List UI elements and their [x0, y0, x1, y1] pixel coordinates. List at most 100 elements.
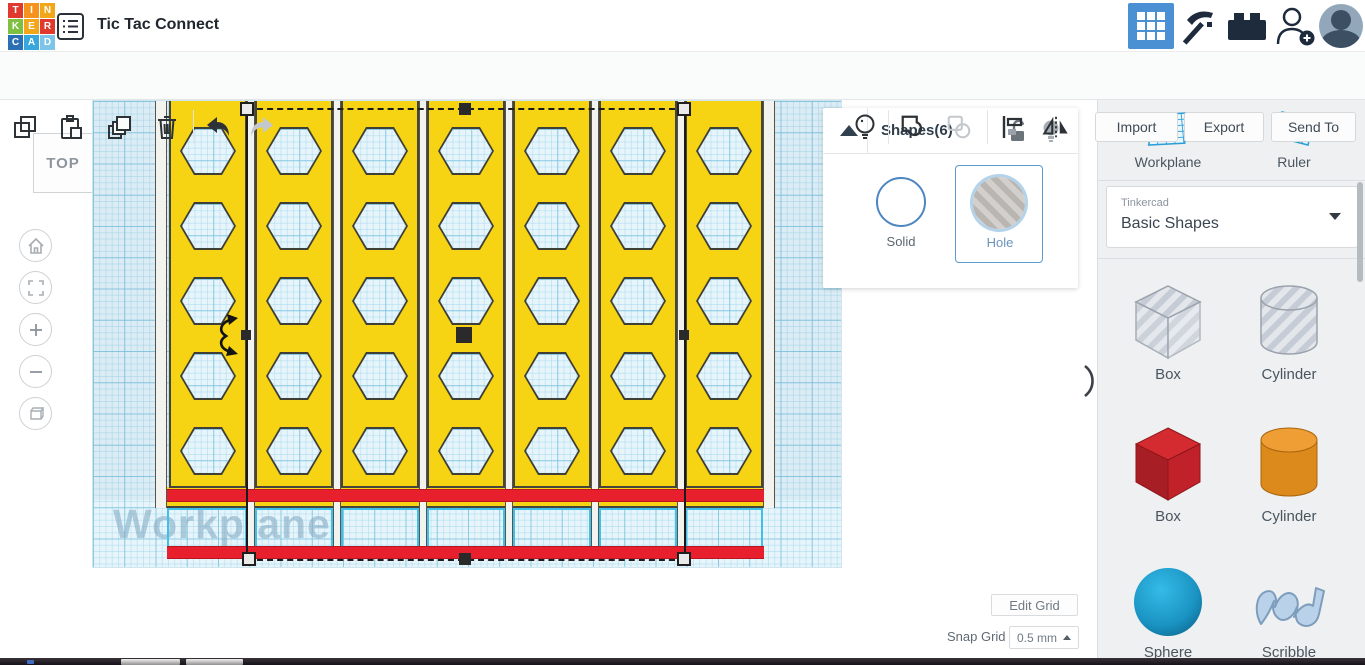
hexagon-hole: [524, 427, 580, 475]
hexagon-hole: [266, 202, 322, 250]
edge-scale-handle[interactable]: [241, 330, 251, 340]
zoom-in-icon[interactable]: [19, 313, 52, 346]
hexagon-hole: [610, 202, 666, 250]
library-name: Basic Shapes: [1121, 215, 1219, 232]
logo-tile: R: [40, 19, 55, 34]
home-view-icon[interactable]: [19, 229, 52, 262]
mirror-icon[interactable]: [1042, 113, 1070, 141]
shape-label: Box: [1155, 508, 1181, 525]
hexagon-hole: [696, 202, 752, 250]
shape-sphere[interactable]: Sphere: [1108, 562, 1228, 661]
viewcube-top[interactable]: TOP: [33, 133, 93, 193]
shape-box-transparent[interactable]: Box: [1108, 280, 1228, 383]
show-all-icon[interactable]: [851, 113, 879, 141]
edge-scale-handle[interactable]: [679, 330, 689, 340]
shape-cylinder-transparent[interactable]: Cylinder: [1229, 280, 1349, 383]
model-divider-strip: [419, 101, 427, 546]
export-button[interactable]: Export: [1184, 112, 1264, 142]
group-icon[interactable]: [899, 113, 927, 141]
rotate-handle-icon[interactable]: [211, 313, 239, 357]
tinkercad-logo[interactable]: T I N K E R C A D: [8, 3, 55, 50]
redo-icon[interactable]: [248, 113, 276, 141]
logo-tile: N: [40, 3, 55, 18]
scale-handle[interactable]: [240, 102, 254, 116]
delete-icon[interactable]: [153, 113, 181, 141]
shape-scribble[interactable]: Scribble: [1229, 562, 1349, 661]
panel-separator: [867, 108, 868, 154]
paste-icon[interactable]: [57, 113, 85, 141]
avatar[interactable]: [1319, 4, 1363, 48]
logo-tile: T: [8, 3, 23, 18]
model-yellow-column: [169, 101, 247, 488]
hexagon-hole: [524, 277, 580, 325]
minecraft-pickaxe-icon[interactable]: [1176, 3, 1222, 49]
hexagon-hole: [352, 277, 408, 325]
add-person-icon[interactable]: [1272, 3, 1318, 49]
edit-grid-button[interactable]: Edit Grid: [991, 594, 1078, 616]
shape-box-red[interactable]: Box: [1108, 422, 1228, 525]
hexagon-hole: [610, 352, 666, 400]
caret-down-icon: [1329, 213, 1341, 220]
hexagon-hole: [610, 277, 666, 325]
solid-mode-button[interactable]: [876, 177, 926, 227]
hexagon-hole: [610, 127, 666, 175]
hexagon-hole: [266, 427, 322, 475]
center-handle[interactable]: [456, 327, 472, 343]
duplicate-icon[interactable]: [106, 113, 134, 141]
shape-cylinder-orange[interactable]: Cylinder: [1229, 422, 1349, 525]
send-to-button[interactable]: Send To: [1271, 112, 1356, 142]
shape-label: Sphere: [1143, 644, 1193, 661]
hole-mode-button[interactable]: Hole: [955, 165, 1043, 263]
undo-icon[interactable]: [204, 113, 232, 141]
zoom-out-icon[interactable]: [19, 355, 52, 388]
fit-view-icon[interactable]: [19, 271, 52, 304]
scale-handle[interactable]: [242, 552, 256, 566]
align-icon[interactable]: [998, 113, 1026, 141]
scale-handle[interactable]: [677, 102, 691, 116]
edge-scale-handle[interactable]: [459, 103, 471, 115]
shape-label: Scribble: [1261, 644, 1317, 661]
hexagon-hole: [352, 127, 408, 175]
scale-handle[interactable]: [677, 552, 691, 566]
sidebar-collapse-icon[interactable]: [1081, 364, 1099, 398]
toolbar-separator: [987, 110, 988, 144]
caret-up-icon: [1063, 635, 1071, 640]
logo-tile: E: [24, 19, 39, 34]
model-edge-strip: [155, 101, 167, 508]
hole-preview-cell: [167, 508, 247, 546]
hole-preview-cell: [341, 508, 419, 546]
logo-tile: D: [40, 35, 55, 50]
model-yellow-column: [513, 101, 591, 488]
workplane-canvas[interactable]: Workplane: [92, 100, 842, 568]
hexagon-hole: [438, 427, 494, 475]
model-divider-strip: [333, 101, 341, 546]
os-taskbar[interactable]: [0, 658, 1365, 665]
import-button[interactable]: Import: [1095, 112, 1178, 142]
taskbar-button[interactable]: [186, 659, 243, 665]
sidebar-scrollbar[interactable]: [1357, 182, 1363, 282]
design-menu-icon[interactable]: [57, 13, 84, 40]
hexagon-hole: [180, 352, 236, 400]
snap-grid-select[interactable]: 0.5 mm: [1009, 626, 1079, 649]
model-divider-strip: [505, 101, 513, 546]
dashboard-grid-icon[interactable]: [1128, 3, 1174, 49]
ungroup-icon[interactable]: [945, 113, 973, 141]
hexagon-hole: [266, 277, 322, 325]
brick-icon[interactable]: [1224, 3, 1270, 49]
lightbulb-icon[interactable]: [1042, 119, 1060, 143]
solid-mode-label: Solid: [886, 234, 916, 249]
sidebar-divider: [1098, 258, 1365, 259]
perspective-toggle-icon[interactable]: [19, 397, 52, 430]
hexagon-hole: [438, 277, 494, 325]
library-kicker: Tinkercad: [1121, 197, 1169, 209]
snap-grid-value: 0.5 mm: [1016, 630, 1057, 645]
copy-icon[interactable]: [11, 113, 39, 141]
edge-scale-handle[interactable]: [459, 553, 471, 565]
selected-model[interactable]: [93, 101, 841, 567]
hexagon-hole: [266, 127, 322, 175]
shape-library-dropdown[interactable]: Tinkercad Basic Shapes: [1106, 186, 1358, 248]
hole-preview-cell: [599, 508, 677, 546]
hexagon-hole: [266, 352, 322, 400]
taskbar-button[interactable]: [121, 659, 180, 665]
collapse-panel-icon[interactable]: [835, 122, 863, 140]
